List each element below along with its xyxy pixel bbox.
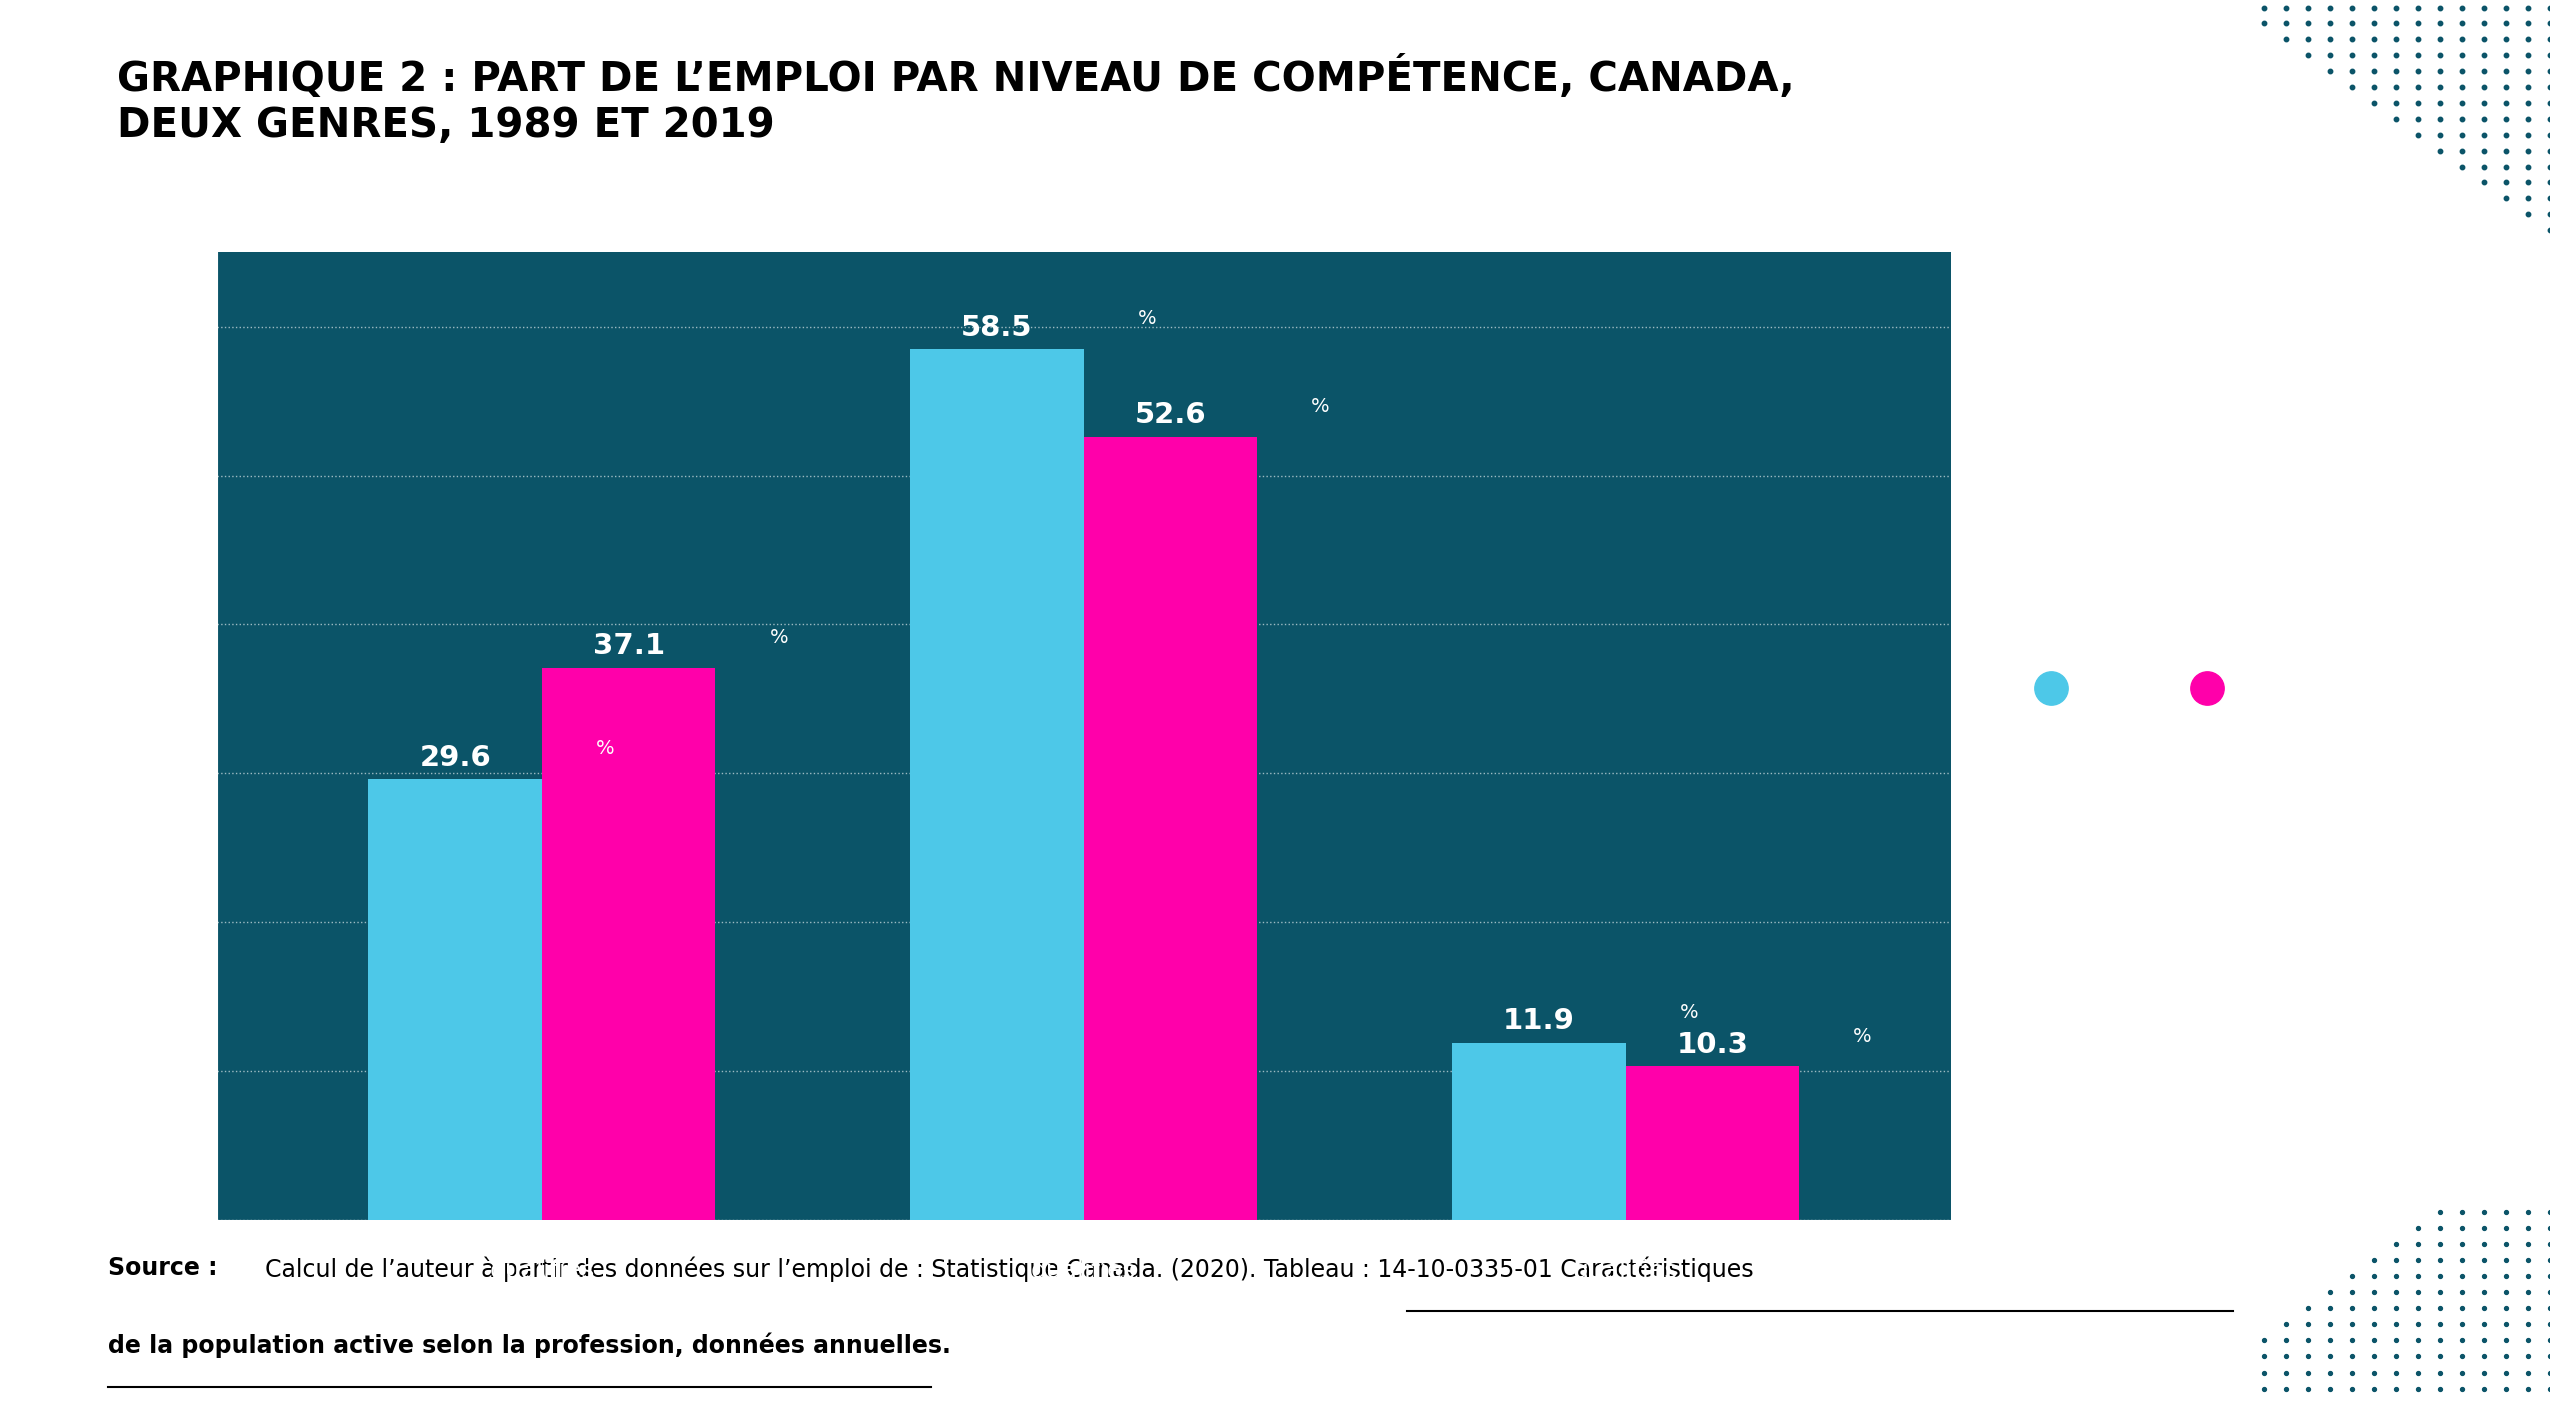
Text: de la population active selon la profession, données annuelles.: de la population active selon la profess… bbox=[107, 1333, 951, 1359]
Text: 37.1: 37.1 bbox=[592, 632, 666, 660]
Y-axis label: Part de l’emploi: Part de l’emploi bbox=[99, 638, 122, 834]
Text: %: % bbox=[770, 628, 788, 646]
Text: 10.3: 10.3 bbox=[1675, 1030, 1749, 1059]
Text: 52.6: 52.6 bbox=[1135, 401, 1206, 429]
Text: Source :: Source : bbox=[107, 1256, 217, 1280]
Text: 11.9: 11.9 bbox=[1502, 1007, 1576, 1035]
Bar bbox=[1627, 1067, 1798, 1220]
Bar bbox=[541, 667, 714, 1220]
Text: %: % bbox=[1311, 397, 1331, 416]
Text: GRAPHIQUE 2 : PART DE L’EMPLOI PAR NIVEAU DE COMPÉTENCE, CANADA,
DEUX GENRES, 19: GRAPHIQUE 2 : PART DE L’EMPLOI PAR NIVEA… bbox=[117, 56, 1795, 146]
Text: %: % bbox=[1137, 310, 1158, 328]
Text: %: % bbox=[1680, 1002, 1698, 1022]
Text: 1989: 1989 bbox=[2007, 810, 2096, 843]
Text: %: % bbox=[1854, 1026, 1872, 1046]
Text: 29.6: 29.6 bbox=[418, 744, 492, 771]
Text: 58.5: 58.5 bbox=[961, 314, 1033, 342]
Bar bbox=[910, 349, 1084, 1220]
Text: Calcul de l’auteur à partir des données sur l’emploi de : Statistique Canada. (2: Calcul de l’auteur à partir des données … bbox=[265, 1256, 1754, 1281]
Bar bbox=[1084, 437, 1257, 1220]
Bar bbox=[1453, 1043, 1627, 1220]
Text: %: % bbox=[597, 739, 615, 758]
Text: 2019: 2019 bbox=[2162, 810, 2252, 843]
Bar bbox=[367, 780, 541, 1220]
